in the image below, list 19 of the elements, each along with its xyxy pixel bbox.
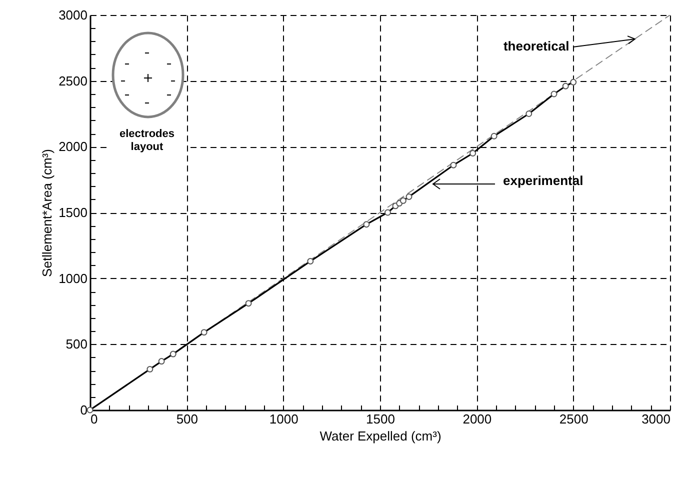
y-tick-label: 2500 (58, 73, 88, 88)
y-tick-label: 500 (66, 336, 88, 352)
annotation: experimental (503, 173, 584, 189)
x-tick-label: 2000 (462, 412, 492, 426)
x-tick-label: 1500 (366, 412, 395, 426)
x-tick-label: 0 (90, 412, 98, 426)
x-tick-label: 3000 (642, 412, 670, 426)
point (86, 406, 94, 414)
y-tick-label: 1500 (58, 205, 88, 220)
y-tick-label: 3000 (58, 8, 88, 22)
x-tick-label: 1000 (269, 412, 298, 426)
annotation: electrodes layout (107, 128, 187, 154)
annotation: theoretical (503, 38, 570, 54)
y-tick-label: 2000 (58, 139, 88, 154)
x-tick-label: 2500 (559, 412, 588, 426)
y-tick-label: 1000 (58, 270, 88, 286)
x-tick-label: 500 (176, 412, 198, 426)
x-axis-title: Water Expelled (cm³) (320, 428, 442, 444)
y-axis-title: Setllement*Area (cm³) (40, 149, 55, 277)
